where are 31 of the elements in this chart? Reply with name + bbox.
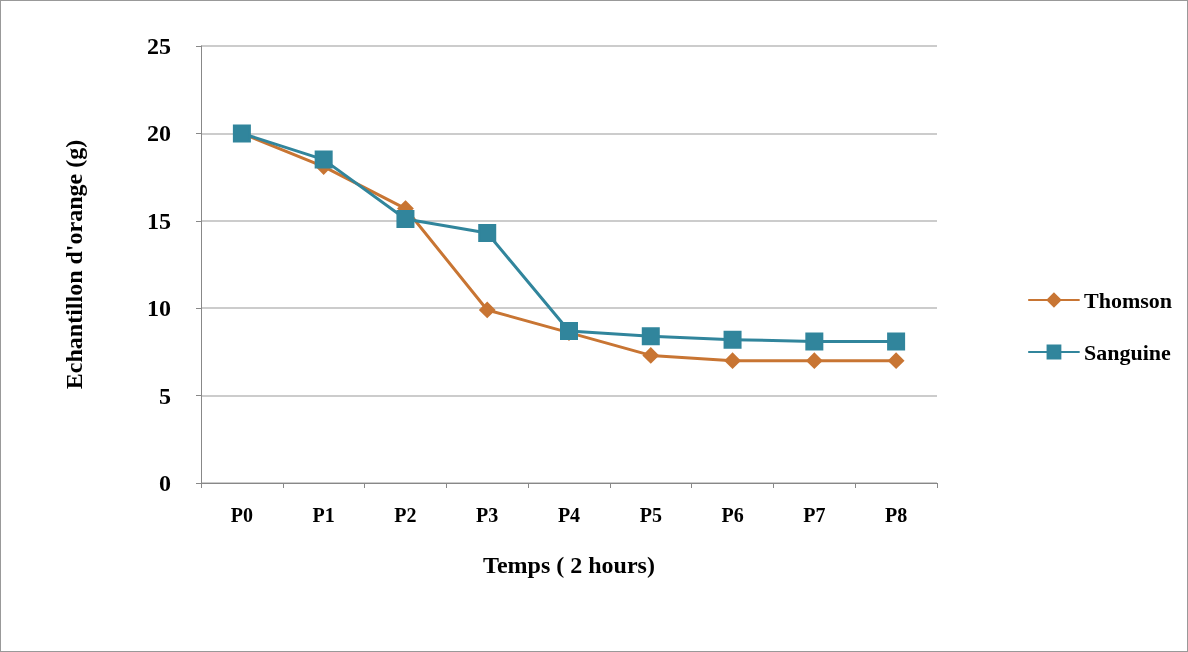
point [642, 347, 659, 364]
y-tick-label: 20 [147, 120, 171, 147]
x-tick-label: P6 [721, 504, 744, 526]
point [805, 332, 824, 351]
point [479, 301, 496, 318]
x-tick-label: P3 [476, 504, 499, 526]
legend-label: Sanguine [1083, 339, 1172, 365]
point [478, 224, 497, 243]
legend-label: Thomson [1083, 287, 1173, 313]
x-tick-label: P2 [394, 504, 417, 526]
point [723, 330, 742, 349]
x-tick-label: P4 [557, 504, 581, 526]
x-tick-label: P1 [312, 504, 335, 526]
x-tick-label: P5 [639, 504, 662, 526]
x-tick-label: P7 [803, 504, 826, 526]
x-tick-label: P0 [230, 504, 253, 526]
point [724, 352, 741, 369]
point [887, 332, 906, 351]
x-tick-label: P8 [885, 504, 908, 526]
point [888, 352, 905, 369]
y-tick-label: 10 [147, 295, 171, 322]
y-axis-title: Echantillon d'orange (g) [61, 139, 87, 390]
y-tick-label: 5 [159, 382, 171, 409]
point [641, 327, 660, 346]
y-tick-label: 0 [159, 470, 171, 496]
y-tick-label: 25 [147, 33, 171, 59]
point [806, 352, 823, 369]
point [314, 150, 333, 169]
point [396, 210, 415, 229]
y-tick-label: 15 [147, 207, 171, 234]
x-axis-title: Temps ( 2 hours) [483, 552, 655, 578]
